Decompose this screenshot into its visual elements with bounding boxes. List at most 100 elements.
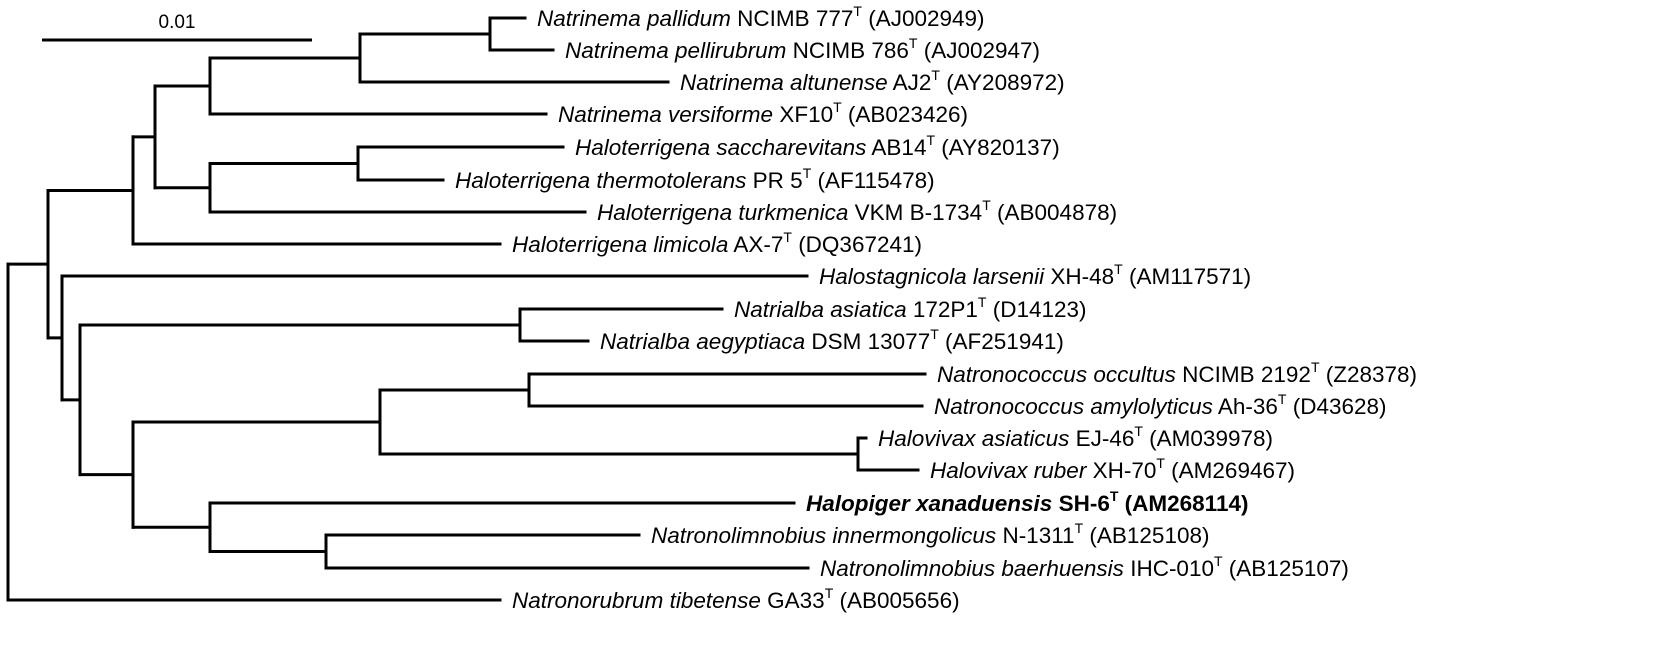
type-strain-mark: T: [825, 585, 834, 601]
accession-number: (AM039978): [1143, 426, 1273, 451]
taxon-label: Halovivax ruber XH-70T (AM269467): [930, 455, 1295, 483]
accession-number: (D14123): [986, 297, 1086, 322]
strain-id: 172P1: [907, 297, 978, 322]
type-strain-mark: T: [853, 3, 862, 19]
type-strain-mark: T: [1075, 520, 1084, 536]
strain-id: NCIMB 2192: [1176, 362, 1311, 387]
taxon-name: Natrialba asiatica: [734, 297, 907, 322]
taxon-name: Natrinema pellirubrum: [565, 38, 786, 63]
scale-bar: 0.01: [42, 12, 312, 42]
taxon-label: Halopiger xanaduensis SH-6T (AM268114): [806, 488, 1248, 516]
taxon-label: Natronococcus amylolyticus Ah-36T (D4362…: [934, 391, 1387, 419]
taxon-label: Haloterrigena turkmenica VKM B-1734T (AB…: [597, 197, 1117, 225]
strain-id: XH-70: [1086, 458, 1156, 483]
accession-number: (AY820137): [935, 135, 1060, 160]
taxon-label: Halostagnicola larsenii XH-48T (AM117571…: [819, 261, 1251, 289]
taxon-label: Natrialba asiatica 172P1T (D14123): [734, 294, 1087, 322]
taxon-label: Haloterrigena limicola AX-7T (DQ367241): [512, 229, 922, 257]
tree-branches: [6, 16, 927, 602]
strain-id: XH-48: [1044, 264, 1114, 289]
strain-id: GA33: [761, 588, 825, 613]
strain-id: PR 5: [746, 168, 802, 193]
taxon-label: Natrialba aegyptiaca DSM 13077T (AF25194…: [600, 326, 1064, 354]
taxon-name: Halovivax ruber: [930, 458, 1088, 483]
strain-id: NCIMB 786: [786, 38, 909, 63]
strain-id: VKM B-1734: [848, 200, 982, 225]
taxon-name: Natrinema versiforme: [558, 102, 773, 127]
accession-number: (AB004878): [991, 200, 1117, 225]
taxon-label: Natrinema versiforme XF10T (AB023426): [558, 99, 968, 127]
accession-number: (AB125108): [1083, 523, 1209, 548]
taxon-label: Natrinema altunense AJ2T (AY208972): [680, 67, 1065, 95]
accession-number: (AY208972): [940, 70, 1065, 95]
type-strain-mark: T: [926, 132, 935, 148]
accession-number: (Z28378): [1320, 362, 1418, 387]
type-strain-mark: T: [978, 294, 987, 310]
strain-id: DSM 13077: [805, 329, 930, 354]
taxon-name: Haloterrigena turkmenica: [597, 200, 848, 225]
type-strain-mark: T: [803, 165, 812, 181]
strain-id: NCIMB 777: [731, 6, 854, 31]
taxon-name: Natronolimnobius innermongolicus: [651, 523, 996, 548]
taxon-label: Haloterrigena thermotolerans PR 5T (AF11…: [455, 165, 935, 193]
taxon-label: Halovivax asiaticus EJ-46T (AM039978): [878, 423, 1273, 451]
taxon-label: Natronorubrum tibetense GA33T (AB005656): [512, 585, 960, 613]
taxon-name: Natrialba aegyptiaca: [600, 329, 805, 354]
strain-id: IHC-010: [1124, 556, 1214, 581]
accession-number: (AB005656): [833, 588, 959, 613]
taxon-name: Halopiger xanaduensis: [806, 491, 1052, 516]
strain-id: AJ2: [888, 70, 932, 95]
accession-number: (AJ002947): [917, 38, 1040, 63]
accession-number: (AM268114): [1118, 491, 1248, 516]
type-strain-mark: T: [909, 35, 918, 51]
accession-number: (AM269467): [1165, 458, 1295, 483]
scale-bar-label: 0.01: [159, 12, 196, 33]
taxon-label: Haloterrigena saccharevitans AB14T (AY82…: [575, 132, 1060, 160]
taxon-name: Natronococcus occultus: [937, 362, 1176, 387]
taxon-labels: Natrinema pallidum NCIMB 777T (AJ002949)…: [455, 3, 1417, 613]
type-strain-mark: T: [1110, 488, 1119, 504]
accession-number: (AM117571): [1123, 264, 1251, 289]
type-strain-mark: T: [1156, 455, 1165, 471]
accession-number: (AF115478): [811, 168, 934, 193]
type-strain-mark: T: [1134, 423, 1143, 439]
taxon-name: Natrinema pallidum: [537, 6, 731, 31]
taxon-label: Natrinema pellirubrum NCIMB 786T (AJ0029…: [565, 35, 1040, 63]
type-strain-mark: T: [1114, 261, 1123, 277]
type-strain-mark: T: [1214, 553, 1223, 569]
strain-id: SH-6: [1052, 491, 1110, 516]
taxon-name: Haloterrigena saccharevitans: [575, 135, 866, 160]
type-strain-mark: T: [982, 197, 991, 213]
type-strain-mark: T: [1311, 359, 1320, 375]
type-strain-mark: T: [931, 67, 940, 83]
strain-id: EJ-46: [1069, 426, 1134, 451]
accession-number: (DQ367241): [792, 232, 922, 257]
taxon-label: Natronolimnobius innermongolicus N-1311T…: [651, 520, 1209, 548]
taxon-name: Natronococcus amylolyticus: [934, 394, 1213, 419]
taxon-name: Halostagnicola larsenii: [819, 264, 1045, 289]
taxon-name: Haloterrigena limicola: [512, 232, 728, 257]
accession-number: (AJ002949): [862, 6, 985, 31]
strain-id: AB14: [866, 135, 926, 160]
accession-number: (AB125107): [1223, 556, 1349, 581]
taxon-name: Natronorubrum tibetense: [512, 588, 761, 613]
taxon-name: Natrinema altunense: [680, 70, 888, 95]
type-strain-mark: T: [930, 326, 939, 342]
strain-id: XF10: [773, 102, 833, 127]
taxon-label: Natrinema pallidum NCIMB 777T (AJ002949): [537, 3, 985, 31]
strain-id: AX-7: [728, 232, 783, 257]
type-strain-mark: T: [783, 229, 792, 245]
taxon-label: Natronococcus occultus NCIMB 2192T (Z283…: [937, 359, 1417, 387]
taxon-name: Natronolimnobius baerhuensis: [820, 556, 1124, 581]
taxon-name: Haloterrigena thermotolerans: [455, 168, 746, 193]
strain-id: Ah-36: [1213, 394, 1278, 419]
taxon-label: Natronolimnobius baerhuensis IHC-010T (A…: [820, 553, 1349, 581]
accession-number: (AB023426): [842, 102, 968, 127]
taxon-name: Halovivax asiaticus: [878, 426, 1069, 451]
type-strain-mark: T: [833, 99, 842, 115]
type-strain-mark: T: [1278, 391, 1287, 407]
strain-id: N-1311: [996, 523, 1074, 548]
accession-number: (AF251941): [939, 329, 1064, 354]
accession-number: (D43628): [1286, 394, 1386, 419]
